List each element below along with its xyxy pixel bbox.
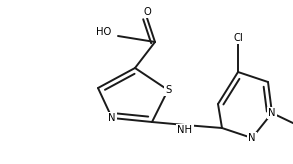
- Text: HO: HO: [96, 27, 112, 37]
- Text: Cl: Cl: [233, 33, 243, 43]
- Text: N: N: [268, 108, 276, 118]
- Text: S: S: [165, 85, 171, 95]
- Text: N: N: [108, 113, 116, 123]
- Text: O: O: [143, 7, 151, 17]
- Text: NH: NH: [178, 125, 193, 135]
- Text: N: N: [248, 133, 256, 143]
